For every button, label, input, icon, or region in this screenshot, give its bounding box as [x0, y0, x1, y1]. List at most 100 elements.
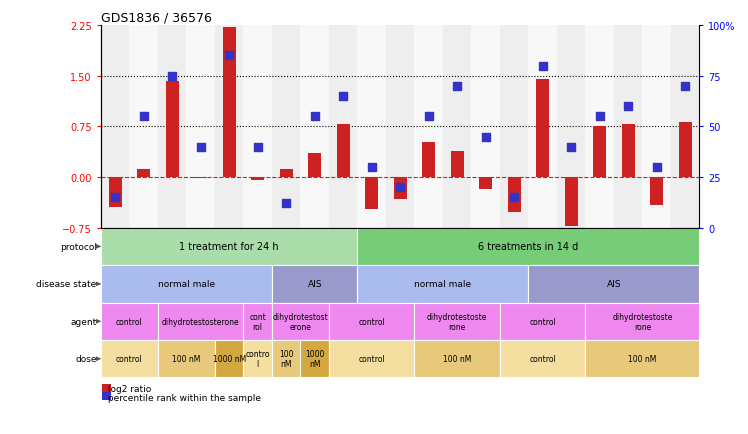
Bar	[528, 26, 557, 228]
Bar	[301, 340, 329, 378]
Bar	[471, 26, 500, 228]
Bar	[272, 303, 329, 340]
Bar	[101, 266, 272, 303]
Text: AIS: AIS	[307, 279, 322, 289]
Bar	[102, 392, 111, 400]
Bar	[536, 80, 549, 178]
Text: dihydrotestoste
rone: dihydrotestoste rone	[427, 312, 488, 331]
Bar	[614, 26, 643, 228]
Bar	[223, 28, 236, 178]
Point	[309, 114, 321, 121]
Bar	[337, 125, 349, 178]
Bar	[158, 340, 215, 378]
Bar	[586, 303, 699, 340]
Bar	[101, 303, 158, 340]
Bar	[329, 303, 414, 340]
Bar	[102, 385, 111, 392]
Bar	[650, 178, 663, 206]
Point	[252, 144, 264, 151]
Text: dihydrotestost
erone: dihydrotestost erone	[272, 312, 328, 331]
Bar	[557, 26, 586, 228]
Bar	[272, 266, 358, 303]
Point	[109, 194, 121, 201]
Point	[166, 73, 178, 80]
Bar	[500, 26, 528, 228]
Bar	[443, 26, 471, 228]
Point	[138, 114, 150, 121]
Bar	[386, 26, 414, 228]
Text: 100
nM: 100 nM	[279, 349, 293, 368]
Text: protocol: protocol	[60, 242, 96, 251]
Point	[394, 184, 406, 191]
Point	[622, 103, 634, 110]
Bar	[393, 178, 407, 199]
Text: contro
l: contro l	[245, 349, 270, 368]
Bar	[678, 122, 692, 178]
Bar	[101, 228, 358, 266]
Bar	[414, 340, 500, 378]
Text: 1000 nM: 1000 nM	[212, 355, 246, 363]
Bar	[508, 178, 521, 213]
Point	[594, 114, 606, 121]
Bar	[593, 127, 606, 178]
Bar	[158, 303, 243, 340]
Bar	[215, 340, 243, 378]
Bar	[108, 178, 122, 208]
Point	[280, 201, 292, 207]
Bar	[158, 26, 186, 228]
Bar	[358, 228, 699, 266]
Bar	[358, 26, 386, 228]
Bar	[358, 266, 528, 303]
Bar	[528, 266, 699, 303]
Bar	[671, 26, 699, 228]
Text: cont
rol: cont rol	[249, 312, 266, 331]
Bar	[129, 26, 158, 228]
Bar	[423, 143, 435, 178]
Text: 6 treatments in 14 d: 6 treatments in 14 d	[478, 242, 578, 252]
Point	[651, 164, 663, 171]
Bar	[329, 340, 414, 378]
Point	[679, 83, 691, 90]
Text: dihydrotestoste
rone: dihydrotestoste rone	[612, 312, 672, 331]
Bar	[451, 152, 464, 178]
Text: 1 treatment for 24 h: 1 treatment for 24 h	[180, 242, 279, 252]
Text: control: control	[358, 317, 385, 326]
Point	[508, 194, 520, 201]
Text: 100 nM: 100 nM	[443, 355, 471, 363]
Text: dose: dose	[76, 355, 96, 363]
Point	[194, 144, 206, 151]
Point	[223, 53, 235, 60]
Bar	[622, 125, 634, 178]
Bar	[479, 178, 492, 190]
Bar	[272, 340, 301, 378]
Bar	[194, 178, 207, 179]
Bar	[414, 303, 500, 340]
Point	[536, 63, 548, 70]
Bar	[101, 26, 129, 228]
Bar	[215, 26, 243, 228]
Point	[423, 114, 435, 121]
Text: control: control	[116, 355, 143, 363]
Text: control: control	[530, 355, 556, 363]
Bar	[308, 154, 321, 178]
Text: AIS: AIS	[607, 279, 621, 289]
Text: percentile rank within the sample: percentile rank within the sample	[105, 393, 261, 401]
Bar	[586, 26, 614, 228]
Text: control: control	[530, 317, 556, 326]
Bar	[280, 170, 292, 178]
Bar	[365, 178, 378, 210]
Point	[565, 144, 577, 151]
Text: GDS1836 / 36576: GDS1836 / 36576	[101, 12, 212, 25]
Text: 100 nM: 100 nM	[628, 355, 657, 363]
Text: disease state: disease state	[37, 279, 96, 289]
Bar	[166, 82, 179, 178]
Point	[451, 83, 463, 90]
Bar	[186, 26, 215, 228]
Point	[366, 164, 378, 171]
Bar	[643, 26, 671, 228]
Text: log2 ratio: log2 ratio	[105, 384, 151, 393]
Bar	[301, 26, 329, 228]
Bar	[138, 170, 150, 178]
Bar	[243, 340, 272, 378]
Bar	[565, 178, 577, 226]
